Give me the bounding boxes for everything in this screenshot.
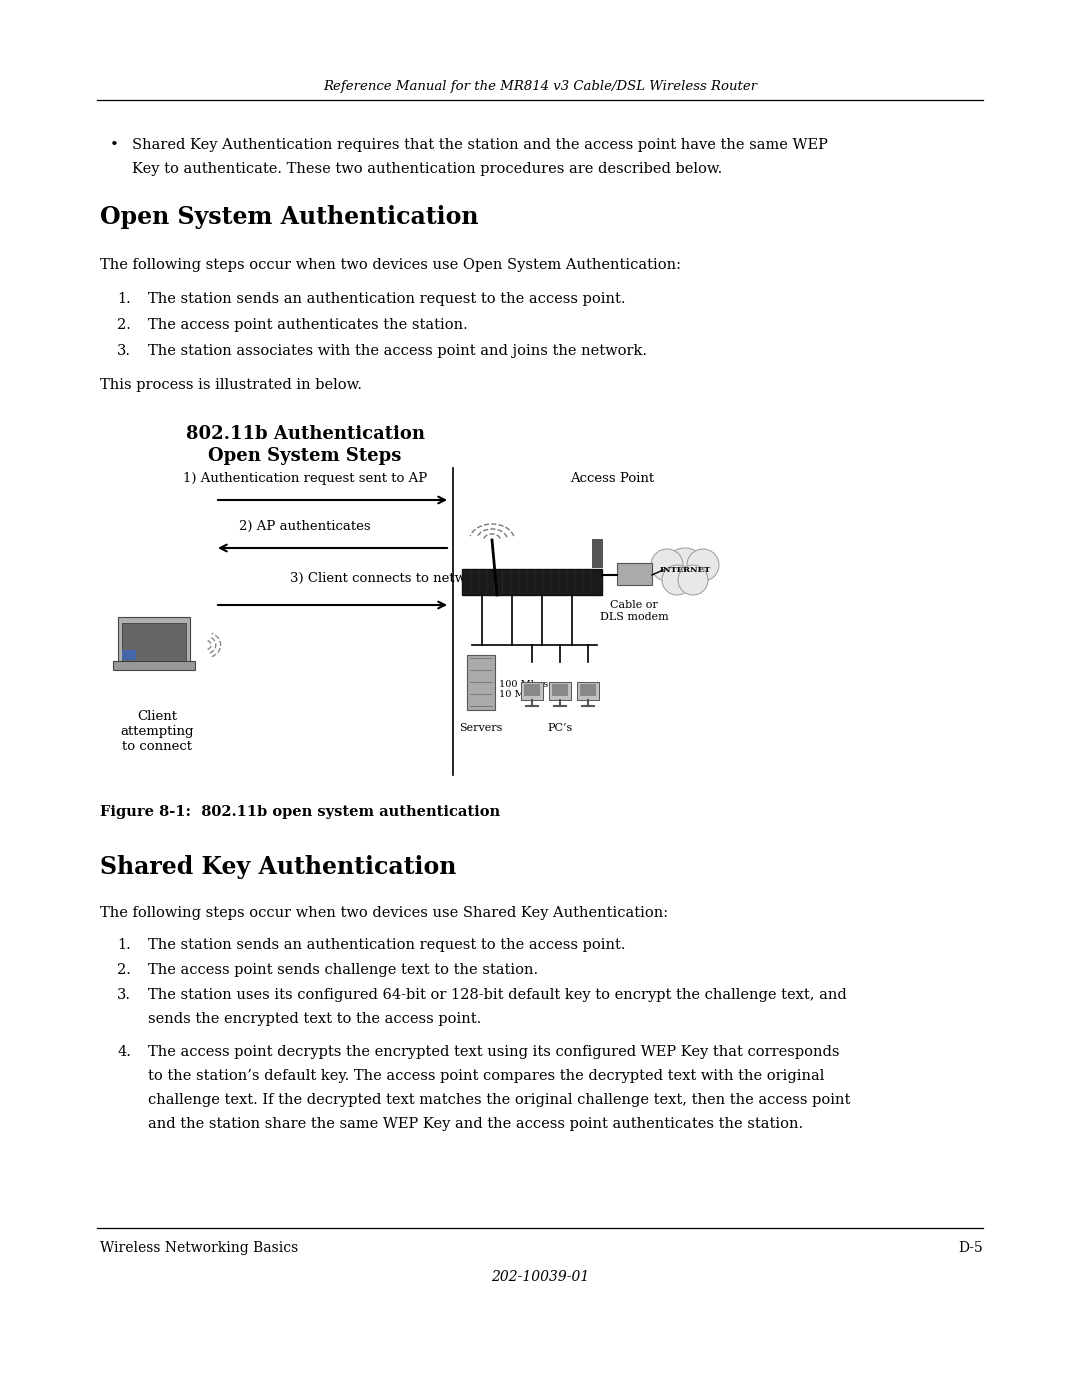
Text: 2.: 2. xyxy=(117,963,131,977)
FancyBboxPatch shape xyxy=(617,563,652,585)
FancyBboxPatch shape xyxy=(580,685,596,696)
Text: Reference Manual for the MR814 v3 Cable/DSL Wireless Router: Reference Manual for the MR814 v3 Cable/… xyxy=(323,80,757,94)
Text: The station sends an authentication request to the access point.: The station sends an authentication requ… xyxy=(148,292,625,306)
Text: The following steps occur when two devices use Open System Authentication:: The following steps occur when two devic… xyxy=(100,258,681,272)
Text: 1.: 1. xyxy=(117,292,131,306)
Text: 802.11b Authentication: 802.11b Authentication xyxy=(186,425,424,443)
Text: The station uses its configured 64-bit or 128-bit default key to encrypt the cha: The station uses its configured 64-bit o… xyxy=(148,988,847,1002)
Text: 4.: 4. xyxy=(117,1045,131,1059)
Text: 202-10039-01: 202-10039-01 xyxy=(491,1270,589,1284)
Text: The station associates with the access point and joins the network.: The station associates with the access p… xyxy=(148,344,647,358)
Text: Cable or
DLS modem: Cable or DLS modem xyxy=(599,599,669,622)
Text: 3.: 3. xyxy=(117,988,131,1002)
Text: 2) AP authenticates: 2) AP authenticates xyxy=(239,520,370,534)
Text: The access point decrypts the encrypted text using its configured WEP Key that c: The access point decrypts the encrypted … xyxy=(148,1045,839,1059)
FancyBboxPatch shape xyxy=(122,650,136,659)
FancyBboxPatch shape xyxy=(521,682,543,700)
Text: Access Point: Access Point xyxy=(570,472,654,485)
Text: The station sends an authentication request to the access point.: The station sends an authentication requ… xyxy=(148,937,625,951)
Text: PC’s: PC’s xyxy=(548,724,572,733)
Text: Servers: Servers xyxy=(459,724,502,733)
Text: The access point sends challenge text to the station.: The access point sends challenge text to… xyxy=(148,963,538,977)
Circle shape xyxy=(663,548,707,592)
Text: 1.: 1. xyxy=(117,937,131,951)
Text: Open System Authentication: Open System Authentication xyxy=(100,205,478,229)
FancyBboxPatch shape xyxy=(577,682,599,700)
Circle shape xyxy=(651,549,683,581)
Text: D-5: D-5 xyxy=(958,1241,983,1255)
Text: The access point authenticates the station.: The access point authenticates the stati… xyxy=(148,319,468,332)
FancyBboxPatch shape xyxy=(524,685,540,696)
FancyBboxPatch shape xyxy=(113,661,195,671)
FancyBboxPatch shape xyxy=(462,569,602,595)
FancyBboxPatch shape xyxy=(467,655,495,710)
Circle shape xyxy=(662,564,692,595)
Text: Open System Steps: Open System Steps xyxy=(208,447,402,465)
Text: 3) Client connects to network: 3) Client connects to network xyxy=(291,571,488,585)
Text: 100 Mbps
10 Mbps: 100 Mbps 10 Mbps xyxy=(499,680,549,700)
Text: The following steps occur when two devices use Shared Key Authentication:: The following steps occur when two devic… xyxy=(100,907,669,921)
Text: Client
attempting
to connect: Client attempting to connect xyxy=(120,710,193,753)
Text: to the station’s default key. The access point compares the decrypted text with : to the station’s default key. The access… xyxy=(148,1069,824,1083)
Text: Key to authenticate. These two authentication procedures are described below.: Key to authenticate. These two authentic… xyxy=(132,162,723,176)
Text: Wireless Networking Basics: Wireless Networking Basics xyxy=(100,1241,298,1255)
FancyBboxPatch shape xyxy=(549,682,571,700)
Text: 2.: 2. xyxy=(117,319,131,332)
Text: Figure 8-1:  802.11b open system authentication: Figure 8-1: 802.11b open system authenti… xyxy=(100,805,500,819)
Text: Shared Key Authentication requires that the station and the access point have th: Shared Key Authentication requires that … xyxy=(132,138,828,152)
Text: and the station share the same WEP Key and the access point authenticates the st: and the station share the same WEP Key a… xyxy=(148,1118,804,1132)
Text: INTERNET: INTERNET xyxy=(660,566,711,574)
Text: This process is illustrated in below.: This process is illustrated in below. xyxy=(100,379,362,393)
Circle shape xyxy=(678,564,708,595)
FancyBboxPatch shape xyxy=(122,623,186,661)
FancyBboxPatch shape xyxy=(118,617,190,665)
Text: challenge text. If the decrypted text matches the original challenge text, then : challenge text. If the decrypted text ma… xyxy=(148,1092,850,1106)
Text: sends the encrypted text to the access point.: sends the encrypted text to the access p… xyxy=(148,1011,482,1025)
Text: 1) Authentication request sent to AP: 1) Authentication request sent to AP xyxy=(183,472,427,485)
Text: Shared Key Authentication: Shared Key Authentication xyxy=(100,855,457,879)
FancyBboxPatch shape xyxy=(552,685,568,696)
Text: •: • xyxy=(110,138,119,152)
Circle shape xyxy=(687,549,719,581)
Text: 3.: 3. xyxy=(117,344,131,358)
FancyBboxPatch shape xyxy=(592,539,602,567)
